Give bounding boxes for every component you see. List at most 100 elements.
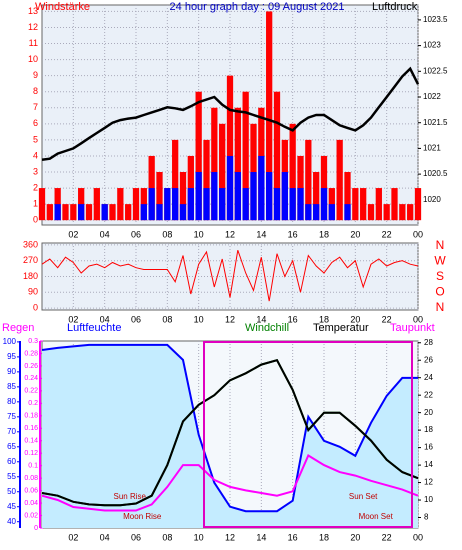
y2-tick-label: 16 (424, 443, 433, 452)
y3-tick-label: 0.04 (24, 500, 38, 507)
windchill-label: Windchill (245, 322, 289, 334)
y3-tick-label: 0.2 (28, 400, 38, 407)
y-tick-label: 80 (7, 397, 16, 406)
x-tick-label: 16 (288, 314, 298, 324)
wind-bar (172, 188, 179, 221)
wind-bar (132, 188, 140, 221)
series-line (41, 343, 418, 513)
x-tick-label: 22 (382, 229, 392, 239)
wind-bar (85, 204, 93, 221)
wind-bar (234, 172, 241, 221)
x-tick-label: 18 (319, 229, 329, 239)
y-tick-label: 50 (7, 487, 16, 496)
y-tick-label: 0 (33, 302, 38, 312)
y-tick-label: 5 (33, 134, 38, 144)
y2-tick-label: 1022 (423, 92, 441, 101)
y2-tick-label: 10 (424, 495, 433, 504)
y-tick-label: 13 (28, 6, 38, 16)
x-tick-label: 16 (288, 229, 298, 239)
y-tick-label: 45 (7, 502, 16, 511)
x-tick-label: 00 (413, 532, 423, 542)
y-tick-label: 70 (7, 427, 16, 436)
annotation: Moon Set (359, 512, 394, 521)
x-tick-label: 20 (350, 229, 360, 239)
wind-bar (242, 91, 249, 221)
y3-tick-label: 0.22 (24, 388, 38, 395)
wind-bar (70, 204, 77, 221)
wind-bar (313, 204, 320, 221)
x-tick-label: 12 (225, 229, 235, 239)
y2-tick-label: 24 (424, 373, 433, 382)
wind-bar (219, 188, 226, 221)
wind-bar (297, 188, 304, 221)
x-tick-label: 10 (194, 229, 204, 239)
y-tick-label: 40 (7, 517, 16, 526)
wind-bar (273, 91, 281, 221)
wind-bar (320, 155, 328, 221)
wind-bar (266, 172, 273, 221)
wind-bar (78, 204, 85, 221)
x-tick-label: 20 (350, 314, 360, 324)
direction-label: N (436, 300, 445, 314)
wind-bar (195, 172, 202, 221)
humidity-area (42, 344, 418, 528)
wind-label: Windstärke (35, 1, 90, 13)
y2-tick-label: 1023.5 (423, 15, 448, 24)
y-tick-label: 90 (28, 287, 38, 297)
x-tick-label: 22 (382, 314, 392, 324)
y2-tick-label: 22 (424, 390, 433, 399)
y-tick-label: 0 (33, 215, 38, 225)
y-tick-label: 8 (33, 86, 38, 96)
wind-bar (148, 155, 155, 221)
wind-bar (101, 204, 108, 221)
wind-bar (273, 188, 281, 221)
wind-bar (305, 139, 312, 221)
y3-tick-label: 0.12 (24, 450, 38, 457)
wind-bar (414, 188, 422, 221)
y-tick-label: 100 (3, 337, 17, 346)
y-tick-label: 4 (33, 150, 38, 160)
temperature-label: Temperatur (313, 322, 369, 334)
title: 24 hour graph day : 09 August 2021 (170, 1, 345, 13)
y2-tick-label: 1022.5 (423, 66, 448, 75)
y2-tick-label: 18 (424, 425, 433, 434)
y-tick-label: 3 (33, 166, 38, 176)
wind-bar (54, 204, 61, 221)
y-tick-label: 60 (7, 457, 16, 466)
wind-bar (297, 155, 304, 221)
wind-bar (156, 204, 163, 221)
y-tick-label: 360 (23, 239, 38, 249)
wind-bar (211, 107, 218, 221)
x-tick-label: 12 (225, 314, 235, 324)
wind-bar (407, 204, 414, 221)
y2-tick-label: 14 (424, 460, 433, 469)
wind-bar (62, 204, 69, 221)
wind-bar (117, 188, 124, 221)
series-line (41, 250, 419, 302)
y3-tick-label: 0.24 (24, 375, 38, 382)
wind-bar (93, 188, 100, 221)
wind-bar (148, 188, 155, 221)
y2-tick-label: 1020 (423, 195, 441, 204)
annotation: Sun Set (349, 492, 378, 501)
wind-bar (250, 172, 257, 221)
x-tick-label: 04 (100, 229, 110, 239)
y3-tick-label: 0.14 (24, 438, 38, 445)
y3-tick-label: 0.16 (24, 425, 38, 432)
x-tick-label: 00 (413, 229, 423, 239)
pressure-line (41, 66, 420, 161)
x-tick-label: 08 (162, 532, 172, 542)
wind-bar (383, 204, 390, 221)
y-tick-label: 11 (29, 38, 38, 48)
wind-bar (203, 139, 210, 221)
wind-bar (179, 204, 187, 221)
y3-tick-label: 0.3 (28, 338, 38, 345)
y-tick-label: 75 (7, 412, 16, 421)
y3-tick-label: 0.26 (24, 363, 38, 370)
direction-label: O (435, 285, 444, 299)
y-tick-label: 55 (7, 472, 16, 481)
y-tick-label: 6 (33, 118, 38, 128)
x-tick-label: 14 (256, 314, 266, 324)
x-tick-label: 06 (131, 532, 141, 542)
y2-tick-label: 1020.5 (423, 169, 448, 178)
